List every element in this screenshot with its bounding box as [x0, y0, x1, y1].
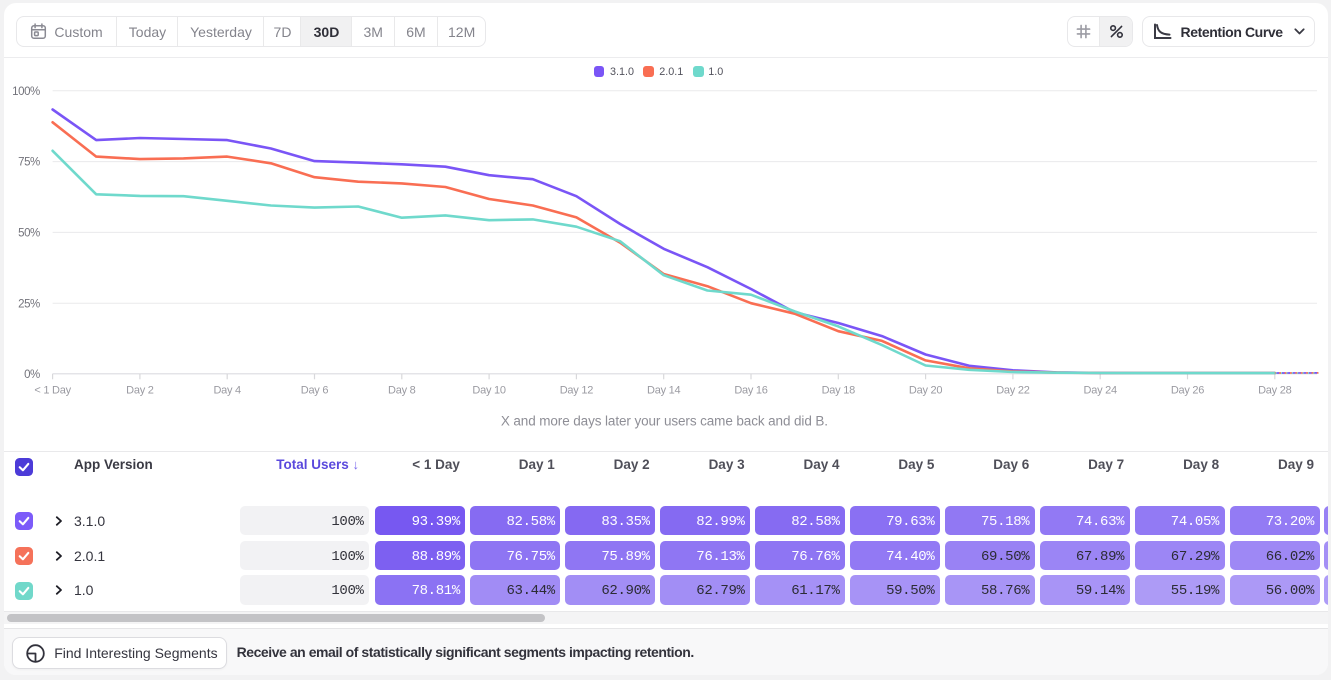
svg-text:Day 18: Day 18: [822, 385, 855, 397]
svg-text:Day 26: Day 26: [1171, 385, 1204, 397]
svg-text:< 1 Day: < 1 Day: [34, 385, 71, 397]
svg-text:Day 8: Day 8: [388, 385, 416, 397]
svg-text:Day 24: Day 24: [1084, 385, 1117, 397]
svg-text:Day 10: Day 10: [472, 385, 505, 397]
svg-text:Day 22: Day 22: [996, 385, 1029, 397]
svg-text:Day 4: Day 4: [213, 385, 241, 397]
svg-text:Day 12: Day 12: [560, 385, 593, 397]
svg-text:Day 16: Day 16: [734, 385, 767, 397]
svg-text:Day 6: Day 6: [301, 385, 329, 397]
svg-text:Day 28: Day 28: [1258, 385, 1291, 397]
svg-text:Day 14: Day 14: [647, 385, 680, 397]
svg-text:0%: 0%: [24, 369, 40, 381]
svg-text:75%: 75%: [18, 157, 40, 169]
svg-text:50%: 50%: [18, 228, 40, 240]
svg-text:Day 20: Day 20: [909, 385, 942, 397]
svg-text:100%: 100%: [12, 86, 40, 98]
svg-text:Day 2: Day 2: [126, 385, 154, 397]
svg-text:25%: 25%: [18, 298, 40, 310]
svg-text:X and more days later your use: X and more days later your users came ba…: [501, 413, 828, 428]
